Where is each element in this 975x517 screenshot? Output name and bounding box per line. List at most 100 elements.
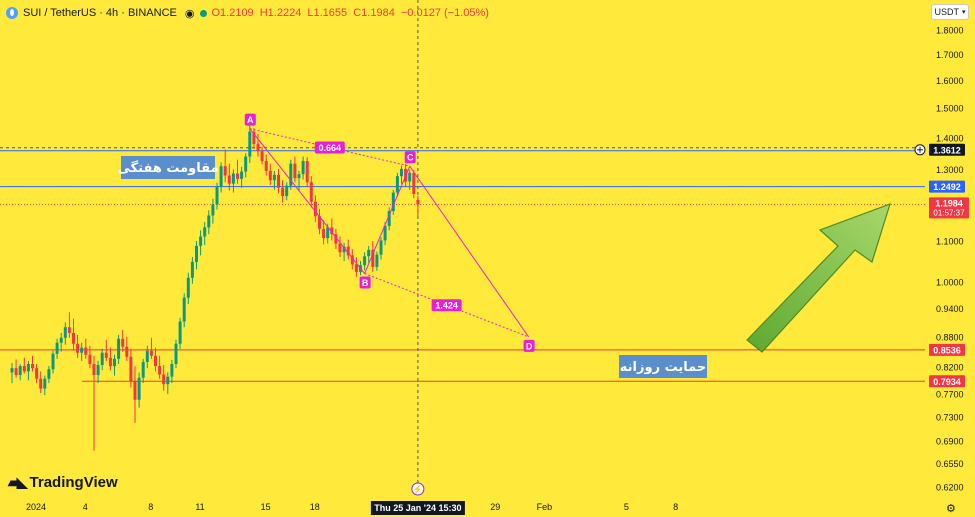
x-tick-label-8: Feb: [537, 502, 553, 512]
candle-body-62: [264, 161, 268, 171]
level-price-label-2: 0.8536: [933, 345, 961, 355]
candle-body-2: [18, 366, 22, 376]
level-price-label-1: 1.2492: [933, 182, 961, 192]
candle-body-53: [227, 175, 231, 184]
candle-body-24: [108, 357, 112, 367]
candle-body-29: [129, 356, 133, 381]
candle-body-42: [182, 297, 186, 322]
y-tick-label-12: 0.7700: [936, 390, 964, 400]
candle-body-11: [55, 342, 59, 354]
candle-body-49: [211, 204, 215, 216]
candle-body-41: [178, 321, 182, 344]
candle-body-63: [268, 170, 272, 181]
chart-header: SUI / TetherUS · 4h · BINANCE ◉ O1.2109 …: [6, 5, 492, 21]
candle-body-33: [145, 350, 149, 362]
candle-body-44: [190, 261, 194, 278]
weekly-resistance-box: [121, 156, 215, 179]
x-tick-label-4: 15: [261, 502, 271, 512]
x-tick-label-1: 4: [83, 502, 88, 512]
candle-body-26: [117, 338, 121, 359]
candle-body-89: [375, 254, 379, 267]
pattern-point-box-B: [359, 276, 371, 289]
candle-body-95: [400, 168, 403, 177]
candle-body-65: [277, 174, 280, 188]
candle-body-43: [186, 277, 190, 298]
candle-body-15: [72, 332, 75, 344]
candle-body-90: [379, 240, 383, 255]
ohlc-low: L1.1655: [307, 7, 348, 19]
candle-body-8: [43, 378, 47, 389]
y-tick-label-2: 1.6000: [936, 76, 964, 86]
ohlc-close: C1.1984: [353, 7, 395, 19]
y-tick-label-13: 0.7300: [936, 412, 964, 422]
candle-body-7: [39, 378, 43, 389]
y-tick-label-4: 1.4000: [936, 133, 964, 143]
level-price-tag-1: [929, 180, 965, 193]
chevron-down-icon: ▾: [961, 9, 966, 16]
candle-body-5: [31, 363, 34, 369]
eye-icon[interactable]: ◉: [184, 7, 195, 20]
candle-body-84: [354, 264, 358, 272]
candle-body-9: [47, 369, 51, 379]
y-tick-label-0: 1.8000: [936, 26, 964, 36]
x-tick-label-2: 8: [148, 502, 153, 512]
candle-body-46: [199, 236, 203, 246]
candle-body-80: [338, 243, 342, 253]
gear-icon[interactable]: ⚙: [946, 503, 956, 515]
candle-body-75: [318, 216, 321, 229]
lightning-glyph: ⚡: [413, 484, 423, 494]
daily-support-label: حمایت روزانه: [620, 360, 706, 375]
candle-body-37: [162, 374, 166, 385]
candle-body-21: [96, 365, 100, 376]
y-tick-label-11: 0.8200: [936, 363, 964, 373]
level-price-tag-0: [929, 143, 965, 156]
daily-support-box: [619, 355, 707, 378]
candle-body-6: [35, 368, 39, 379]
lightning-icon: [411, 482, 425, 496]
candle-body-66: [281, 187, 285, 197]
candle-body-22: [100, 352, 104, 366]
candle-body-76: [322, 228, 326, 239]
pattern-ratio-bd: [364, 273, 529, 338]
pattern-leg-cd: [409, 165, 530, 338]
countdown-label: 01:57:37: [933, 208, 965, 217]
currency-selector[interactable]: USDT ▾: [931, 4, 969, 20]
candle-body-60: [256, 143, 260, 152]
pattern-point-D: D: [526, 341, 533, 351]
y-tick-label-7: 1.1000: [936, 237, 964, 247]
candle-body-32: [141, 361, 145, 378]
candle-body-34: [149, 350, 153, 356]
candle-body-70: [297, 174, 301, 179]
tradingview-watermark[interactable]: ▰◣ TradingView: [8, 474, 118, 491]
x-tick-label-9: 5: [624, 502, 629, 512]
candle-body-45: [195, 245, 198, 262]
candle-body-36: [158, 366, 162, 375]
candle-body-28: [125, 346, 129, 357]
candle-body-0: [10, 368, 14, 373]
candle-body-48: [207, 215, 211, 228]
pattern-leg-ab: [249, 128, 365, 274]
candle-body-73: [309, 182, 313, 202]
candle-body-58: [248, 131, 252, 157]
y-tick-label-1: 1.7000: [936, 50, 964, 60]
ohlc-values: O1.2109 H1.2224 L1.1655 C1.1984 −0.0127 …: [211, 7, 491, 19]
candle-body-19: [88, 354, 92, 364]
crosshair-date-label: Thu 25 Jan '24 15:30: [374, 503, 461, 513]
y-tick-label-3: 1.5000: [936, 104, 964, 114]
candle-body-57: [244, 156, 248, 172]
level-price-label-0: 1.3612: [933, 145, 961, 155]
y-tick-label-5: 1.3000: [936, 165, 964, 175]
candle-body-10: [51, 353, 55, 370]
ohlc-high: H1.2224: [259, 7, 302, 19]
candle-body-86: [363, 256, 367, 266]
x-tick-label-5: 18: [310, 502, 320, 512]
candle-body-79: [334, 234, 338, 244]
candle-body-47: [203, 227, 207, 237]
candle-body-59: [252, 131, 256, 144]
candle-body-56: [240, 171, 244, 179]
candle-body-51: [219, 166, 223, 188]
symbol-title[interactable]: SUI / TetherUS · 4h · BINANCE: [23, 7, 177, 19]
candle-body-61: [260, 151, 264, 162]
